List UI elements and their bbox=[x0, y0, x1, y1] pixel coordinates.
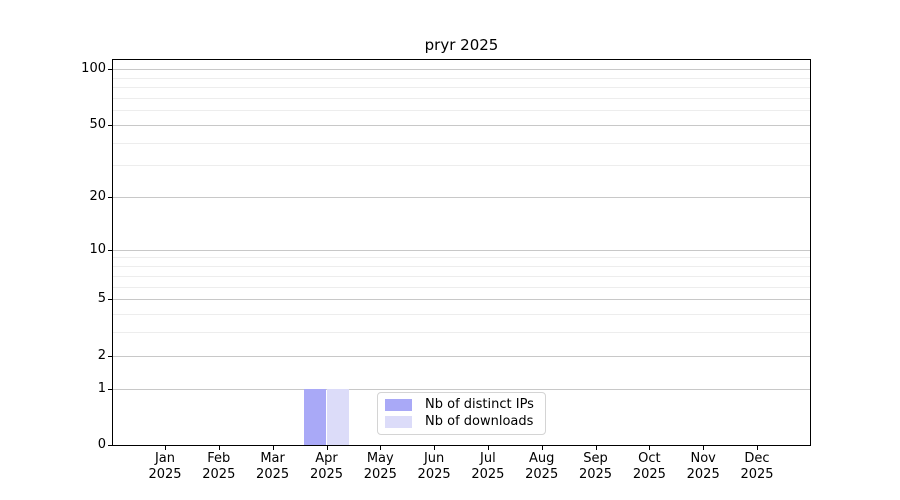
gridline-minor bbox=[113, 257, 810, 259]
gridline-minor bbox=[113, 110, 810, 112]
x-axis-tick bbox=[326, 446, 328, 450]
y-tick-label: 0 bbox=[97, 437, 106, 452]
legend-swatch bbox=[385, 416, 412, 428]
x-tick-month: Aug bbox=[528, 451, 555, 466]
x-tick-month: Nov bbox=[690, 451, 716, 466]
x-axis-tick bbox=[703, 446, 705, 450]
x-tick-year: 2025 bbox=[202, 466, 236, 482]
x-tick-month: Apr bbox=[315, 451, 338, 466]
gridline-major bbox=[113, 388, 810, 390]
gridline-minor bbox=[113, 266, 810, 267]
x-tick-month: Feb bbox=[207, 451, 231, 466]
y-tick-label: 20 bbox=[89, 189, 106, 204]
legend-swatch bbox=[385, 399, 412, 411]
gridline-minor bbox=[113, 275, 810, 277]
x-tick-year: 2025 bbox=[740, 466, 774, 482]
x-tick-label: Apr 2025 bbox=[295, 451, 359, 482]
y-axis-tick bbox=[108, 197, 112, 198]
x-tick-month: Oct bbox=[638, 451, 661, 466]
x-axis-tick bbox=[434, 446, 436, 450]
x-tick-month: Jan bbox=[154, 451, 176, 466]
x-tick-year: 2025 bbox=[309, 466, 344, 482]
x-tick-label: May 2025 bbox=[348, 451, 412, 482]
chart-title: pryr 2025 bbox=[424, 36, 499, 54]
x-tick-label: Jun 2025 bbox=[402, 451, 466, 482]
gridline-minor bbox=[113, 142, 810, 144]
x-tick-month: Dec bbox=[744, 451, 770, 466]
x-tick-year: 2025 bbox=[686, 466, 720, 482]
gridline-minor bbox=[113, 87, 810, 88]
gridline-minor bbox=[113, 332, 810, 334]
y-tick-label: 50 bbox=[89, 116, 106, 132]
y-axis-tick bbox=[108, 124, 112, 126]
x-axis-tick bbox=[380, 446, 382, 450]
y-axis-tick bbox=[108, 355, 112, 357]
gridline-minor bbox=[113, 165, 810, 167]
x-tick-year: 2025 bbox=[417, 466, 451, 482]
legend-label: Nb of distinct IPs bbox=[425, 397, 534, 412]
x-tick-label: Jan 2025 bbox=[133, 451, 197, 482]
x-tick-year: 2025 bbox=[578, 466, 613, 482]
x-axis-tick bbox=[757, 446, 758, 450]
x-tick-month: Sep bbox=[583, 451, 608, 466]
x-tick-month: Mar bbox=[260, 451, 285, 466]
x-tick-label: Aug 2025 bbox=[510, 451, 574, 482]
x-axis-tick bbox=[487, 446, 489, 450]
y-axis-tick bbox=[108, 249, 112, 251]
y-tick-label: 10 bbox=[89, 241, 106, 257]
y-tick-label: 1 bbox=[97, 380, 106, 396]
bar-downloads bbox=[326, 388, 349, 445]
gridline-major bbox=[113, 355, 810, 357]
gridline-major bbox=[113, 124, 810, 126]
x-axis-tick bbox=[165, 446, 166, 450]
y-tick-label: 2 bbox=[97, 347, 106, 363]
x-tick-label: Feb 2025 bbox=[187, 451, 251, 482]
legend-item: Nb of distinct IPs bbox=[385, 398, 537, 412]
x-tick-year: 2025 bbox=[471, 466, 505, 482]
bar-distinct-ips bbox=[304, 388, 327, 445]
x-tick-month: Jun bbox=[423, 451, 445, 466]
gridline-major bbox=[113, 299, 810, 300]
gridline-major bbox=[113, 249, 810, 251]
y-axis-tick bbox=[108, 69, 112, 70]
gridline-minor bbox=[113, 286, 810, 288]
y-axis-tick bbox=[108, 299, 112, 300]
y-tick-label: 100 bbox=[81, 61, 106, 76]
x-tick-year: 2025 bbox=[256, 466, 290, 482]
x-axis-tick bbox=[595, 446, 597, 450]
gridline-major bbox=[113, 69, 810, 70]
x-tick-label: Sep 2025 bbox=[564, 451, 628, 482]
gridline-minor bbox=[113, 313, 810, 315]
x-tick-label: Dec 2025 bbox=[725, 451, 789, 482]
x-tick-year: 2025 bbox=[363, 466, 397, 482]
x-tick-month: May bbox=[366, 451, 394, 466]
x-tick-month: Jul bbox=[480, 451, 496, 466]
x-tick-label: Oct 2025 bbox=[617, 451, 681, 482]
x-tick-label: Jul 2025 bbox=[456, 451, 520, 482]
legend-label: Nb of downloads bbox=[425, 414, 534, 429]
gridline-major bbox=[113, 197, 810, 198]
x-tick-label: Mar 2025 bbox=[241, 451, 305, 482]
x-axis-tick bbox=[541, 446, 543, 450]
legend: Nb of distinct IPs Nb of downloads bbox=[377, 392, 546, 435]
y-axis-tick bbox=[108, 445, 112, 446]
x-axis-tick bbox=[272, 446, 274, 450]
x-axis-tick bbox=[649, 446, 651, 450]
x-tick-year: 2025 bbox=[525, 466, 559, 482]
gridline-minor bbox=[113, 77, 810, 79]
y-axis-tick bbox=[108, 388, 112, 390]
x-tick-year: 2025 bbox=[148, 466, 182, 482]
y-tick-label: 5 bbox=[97, 291, 106, 306]
x-tick-label: Nov 2025 bbox=[671, 451, 735, 482]
x-tick-year: 2025 bbox=[632, 466, 666, 482]
legend-item: Nb of downloads bbox=[385, 415, 537, 429]
x-axis-tick bbox=[218, 446, 220, 450]
gridline-minor bbox=[113, 97, 810, 99]
